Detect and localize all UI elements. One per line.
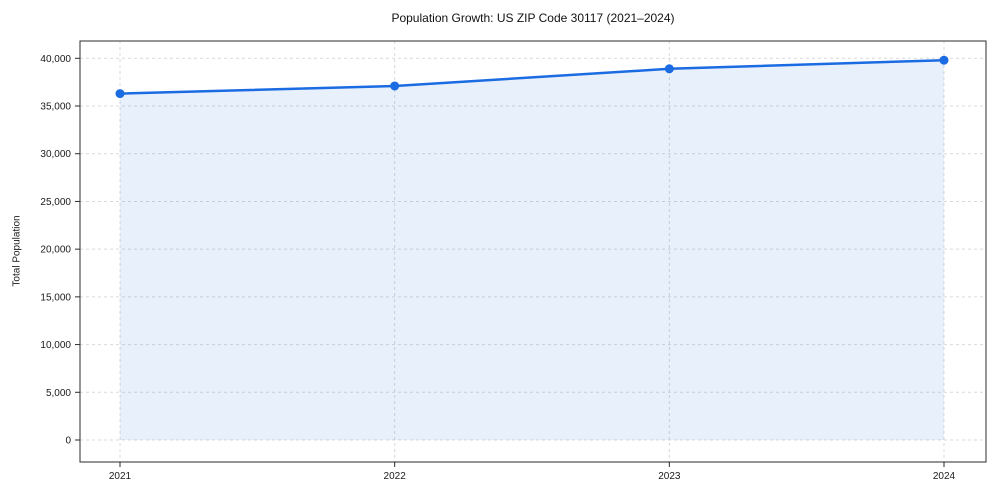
y-tick-label: 20,000 xyxy=(40,245,71,256)
y-tick-label: 10,000 xyxy=(40,340,71,351)
area-fill xyxy=(120,60,944,441)
x-tick-label: 2024 xyxy=(933,471,956,482)
y-tick-label: 35,000 xyxy=(40,102,71,113)
data-line xyxy=(118,58,946,95)
y-axis-label: Total Population xyxy=(11,215,23,287)
x-tick-label: 2022 xyxy=(384,471,407,482)
y-tick-label: 40,000 xyxy=(40,54,71,65)
data-point-marker xyxy=(939,55,949,65)
y-tick-label: 25,000 xyxy=(40,197,71,208)
plot-frame xyxy=(79,40,987,463)
y-tick-label: 0 xyxy=(65,436,71,447)
x-tick-label: 2023 xyxy=(658,471,681,482)
y-tick-label: 30,000 xyxy=(40,149,71,160)
x-tick-label: 2021 xyxy=(109,471,132,482)
data-point-marker xyxy=(390,81,400,91)
data-point-marker xyxy=(115,89,125,99)
data-point-marker xyxy=(664,64,674,74)
y-tick-label: 15,000 xyxy=(40,292,71,303)
chart-title: Population Growth: US ZIP Code 30117 (20… xyxy=(391,11,675,25)
y-tick-label: 5,000 xyxy=(46,388,71,399)
